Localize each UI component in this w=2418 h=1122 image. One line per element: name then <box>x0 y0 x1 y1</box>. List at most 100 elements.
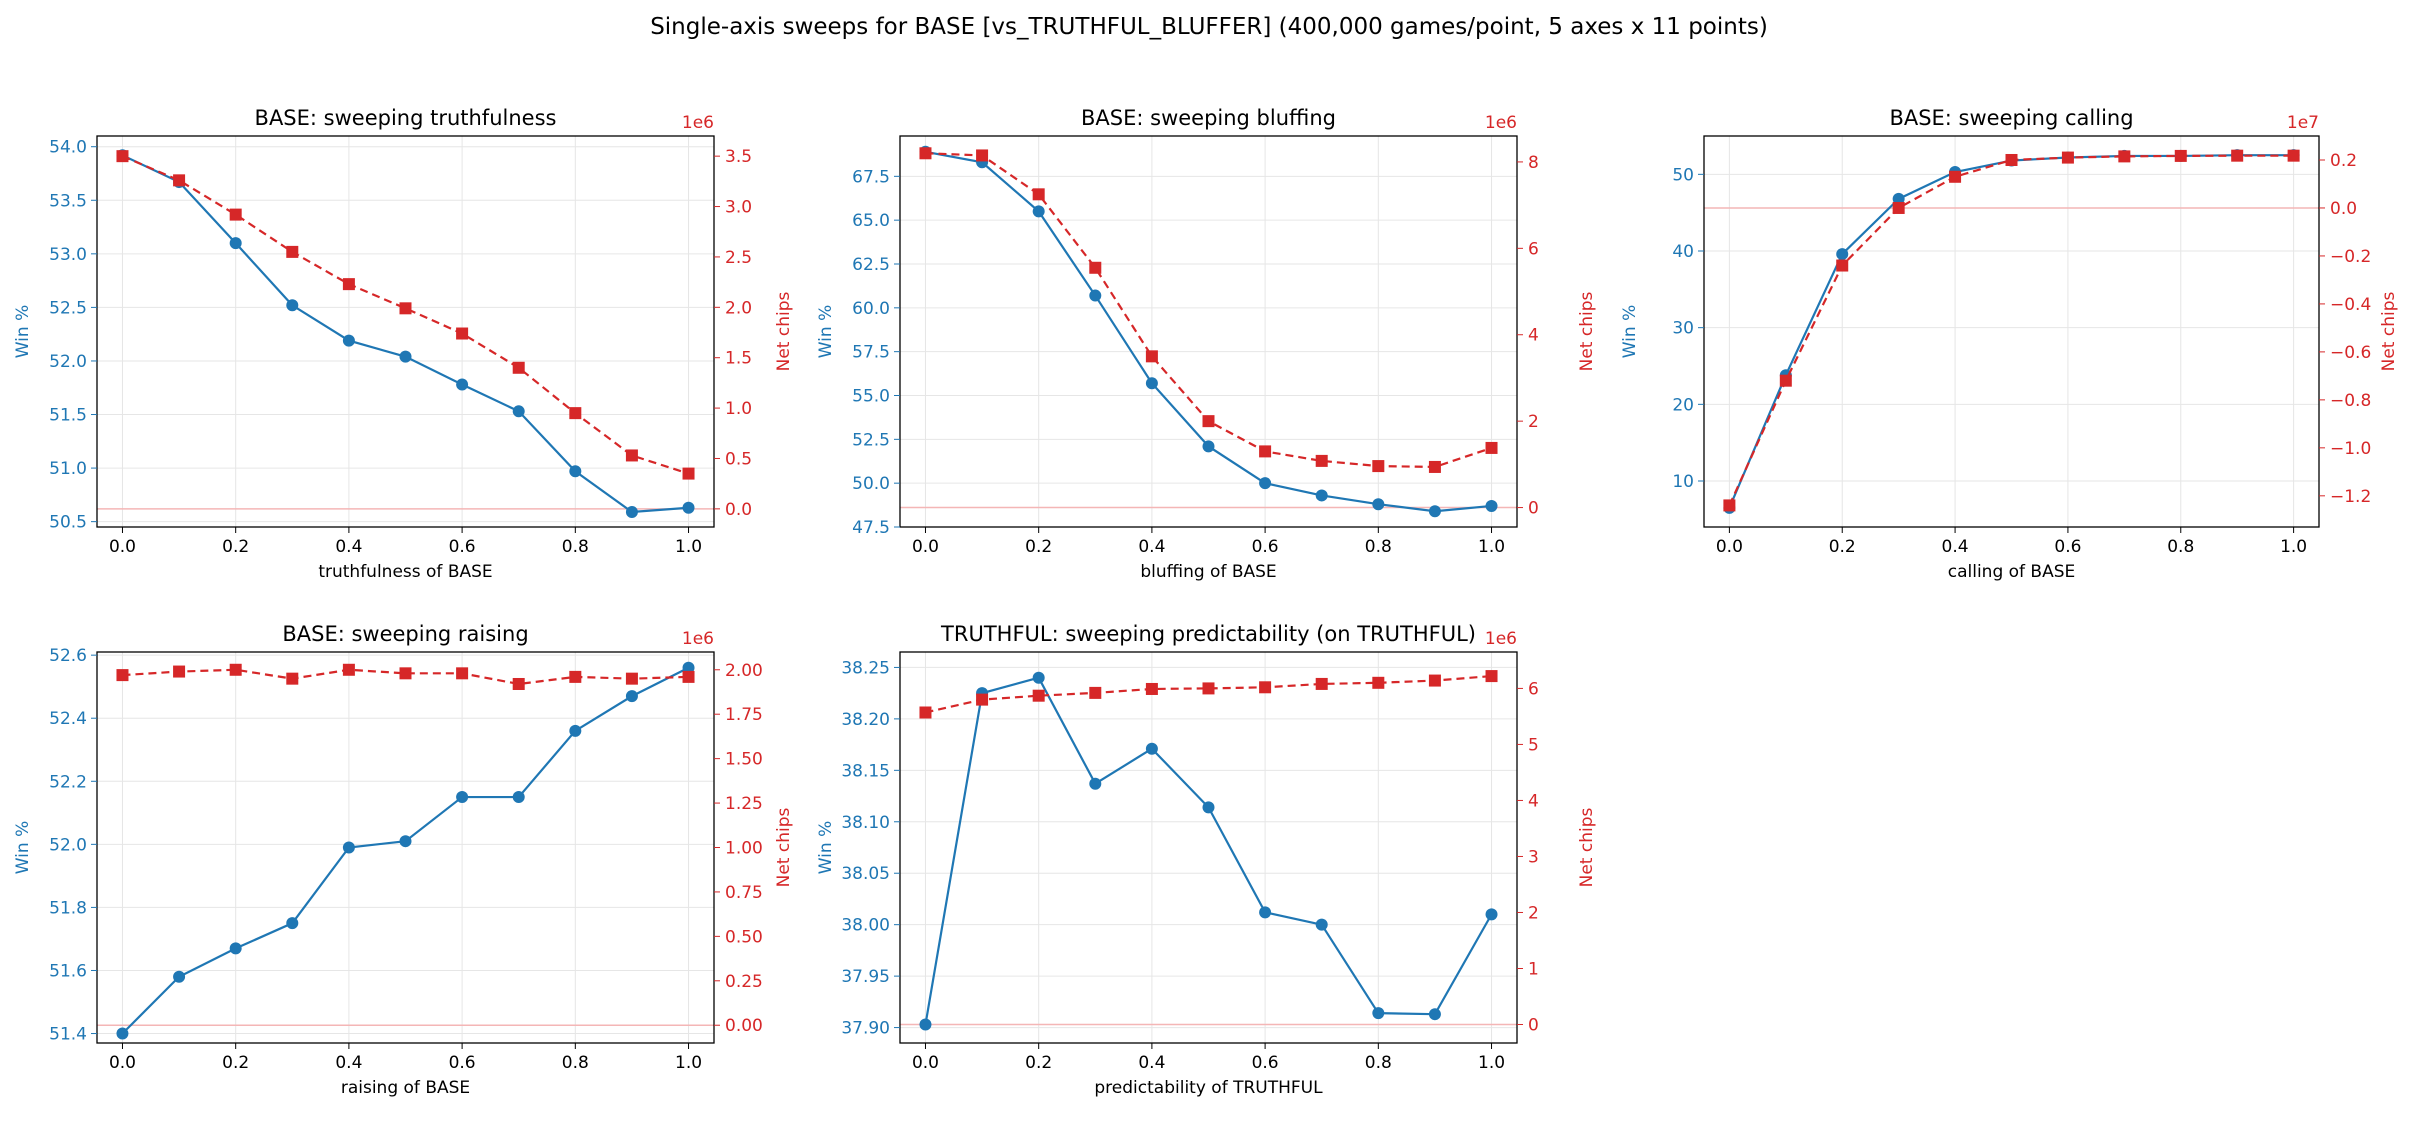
right-tick-label: 6 <box>1528 679 1539 699</box>
x-axis-label: bluffing of BASE <box>1140 562 1276 582</box>
right-tick-label: −0.8 <box>2330 391 2371 411</box>
subplot-title: BASE: sweeping calling <box>1889 106 2133 130</box>
left-tick-label: 52.5 <box>49 298 87 318</box>
right-axis-offset-label: 1e7 <box>2287 113 2319 133</box>
left-tick-label: 38.05 <box>841 864 890 884</box>
chips-point <box>342 663 355 676</box>
right-axis-label: Net chips <box>1577 807 1597 887</box>
right-tick-label: 4 <box>1528 326 1539 346</box>
right-axis-label: Net chips <box>1577 291 1597 371</box>
x-axis-label: predictability of TRUTHFUL <box>1094 1078 1323 1098</box>
chips-point <box>1315 677 1328 690</box>
chips-point <box>2231 149 2244 162</box>
left-tick-label: 40 <box>1672 242 1694 262</box>
right-axis-offset-label: 1e6 <box>682 629 714 649</box>
win-point <box>1145 742 1158 755</box>
subplot-2: 0.0 0.2 0.4 0.6 0.8 1.047.550.052.555.057.560… <box>816 106 1597 582</box>
win-point <box>1202 801 1215 814</box>
right-tick-label: 3.5 <box>725 147 752 167</box>
x-axis-label: raising of BASE <box>341 1078 470 1098</box>
win-series-line <box>121 666 690 1035</box>
right-tick-label: 5 <box>1528 735 1539 755</box>
x-tick-label: 0.2 <box>222 1053 249 1073</box>
chips-point <box>1779 374 1792 387</box>
right-tick-label: 3 <box>1528 847 1539 867</box>
x-axis-label: calling of BASE <box>1948 562 2076 582</box>
right-tick-label: 1 <box>1528 959 1539 979</box>
left-axis-label: Win % <box>1620 305 1640 359</box>
chips-point <box>1949 170 1962 183</box>
left-tick-label: 52.5 <box>852 430 890 450</box>
win-point <box>1428 1008 1441 1021</box>
right-tick-label: 2 <box>1528 412 1539 432</box>
right-tick-label: 0.50 <box>725 927 763 947</box>
chips-point <box>1892 201 1905 214</box>
chips-point <box>512 677 525 690</box>
win-point <box>1485 499 1498 512</box>
chips-point <box>976 693 989 706</box>
left-axis-label: Win % <box>816 821 836 875</box>
chips-point <box>1315 454 1328 467</box>
x-tick-label: 0.6 <box>449 537 476 557</box>
chips-point <box>2174 149 2187 162</box>
win-point <box>1372 1007 1385 1020</box>
win-point <box>286 917 299 930</box>
right-axis-offset-label: 1e6 <box>682 113 714 133</box>
x-tick-label: 1.0 <box>675 1053 702 1073</box>
left-tick-label: 55.0 <box>852 386 890 406</box>
right-tick-label: 2 <box>1528 903 1539 923</box>
right-tick-label: 2.0 <box>725 298 752 318</box>
win-point <box>625 690 638 703</box>
chips-point <box>1089 686 1102 699</box>
x-tick-label: 0.2 <box>1829 537 1856 557</box>
win-point <box>1145 377 1158 390</box>
chips-point <box>342 278 355 291</box>
win-point <box>1315 918 1328 931</box>
chips-point <box>1723 499 1736 512</box>
chips-point <box>512 361 525 374</box>
x-tick-label: 0.6 <box>1252 537 1279 557</box>
right-axis-offset-label: 1e6 <box>1485 113 1517 133</box>
x-tick-label: 1.0 <box>1478 1053 1505 1073</box>
right-tick-label: −0.6 <box>2330 343 2371 363</box>
chips-point <box>399 667 412 680</box>
chips-point <box>682 467 695 480</box>
left-tick-label: 50 <box>1672 165 1694 185</box>
win-point <box>569 724 582 737</box>
chips-point <box>1372 460 1385 473</box>
x-tick-label: 0.6 <box>449 1053 476 1073</box>
left-tick-label: 38.25 <box>841 658 890 678</box>
left-axis-label: Win % <box>816 305 836 359</box>
chips-point <box>1372 676 1385 689</box>
right-tick-label: 0.0 <box>725 500 752 520</box>
chips-series-line <box>925 674 1492 714</box>
subplot-title: TRUTHFUL: sweeping predictability (on TR… <box>940 622 1476 646</box>
left-tick-label: 65.0 <box>852 211 890 231</box>
x-tick-label: 0.8 <box>562 537 589 557</box>
subplot-4: 0.0 0.2 0.4 0.6 0.8 1.0 51.4 51.6 51.8 52.0 52.2 52… <box>13 622 794 1098</box>
win-point <box>1485 908 1498 921</box>
x-tick-label: 0.0 <box>912 1053 939 1073</box>
chips-point <box>1202 682 1215 695</box>
right-tick-label: −0.2 <box>2330 247 2371 267</box>
right-tick-label: −1.2 <box>2330 487 2371 507</box>
right-tick-label: 0.25 <box>725 972 763 992</box>
win-point <box>1032 671 1045 684</box>
left-tick-label: 30 <box>1672 319 1694 339</box>
win-point <box>399 350 412 363</box>
right-tick-label: −0.4 <box>2330 295 2371 315</box>
subplot-1: 0.0 0.2 0.4 0.6 0.8 1.0 50.5 51.0 51.5 52.0 52.5 53… <box>13 106 794 582</box>
left-tick-label: 54.0 <box>49 138 87 158</box>
right-tick-label: 0.00 <box>725 1016 763 1036</box>
left-tick-label: 52.0 <box>49 352 87 372</box>
chips-point <box>286 672 299 685</box>
win-series-line <box>122 154 689 514</box>
chips-point <box>2005 153 2018 166</box>
axes-frame <box>96 651 715 1044</box>
x-tick-label: 0.2 <box>1025 537 1052 557</box>
right-tick-label: 0 <box>1528 499 1539 519</box>
subplot-title: BASE: sweeping raising <box>282 622 528 646</box>
subplot-3: 0.0 0.2 0.4 0.6 0.8 1.0 10 20 30 40 50 −1.2 −1.0 −0.8… <box>1620 106 2399 582</box>
left-tick-label: 53.0 <box>49 245 87 265</box>
